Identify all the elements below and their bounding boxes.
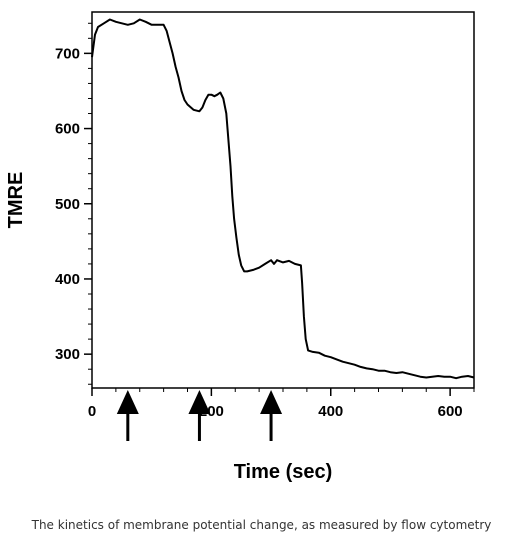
y-tick-label: 400: [55, 271, 80, 288]
arrow-head: [188, 390, 211, 414]
stimulus-arrow: [260, 390, 283, 441]
arrow-head: [116, 390, 139, 414]
y-tick-label: 500: [55, 196, 80, 213]
y-tick-label: 300: [55, 346, 80, 363]
stimulus-arrows: [116, 390, 283, 441]
x-axis-title: Time (sec): [234, 461, 333, 483]
y-tick-label: 600: [55, 121, 80, 138]
x-tick-label: 400: [318, 403, 343, 420]
x-tick-label: 600: [438, 403, 463, 420]
stimulus-arrow: [116, 390, 139, 441]
y-tick-label: 700: [55, 45, 80, 62]
plot-frame: [91, 11, 475, 389]
arrow-head: [260, 390, 283, 414]
y-axis-title: TMRE: [5, 172, 27, 229]
x-axis: 0 200 400 600: [88, 388, 475, 420]
figure-caption: The kinetics of membrane potential chang…: [31, 518, 492, 532]
x-tick-label: 0: [88, 403, 96, 420]
y-axis: 300 400 500 600 700: [55, 22, 92, 385]
stimulus-arrow: [188, 390, 211, 441]
tmre-series-line: [91, 18, 475, 380]
